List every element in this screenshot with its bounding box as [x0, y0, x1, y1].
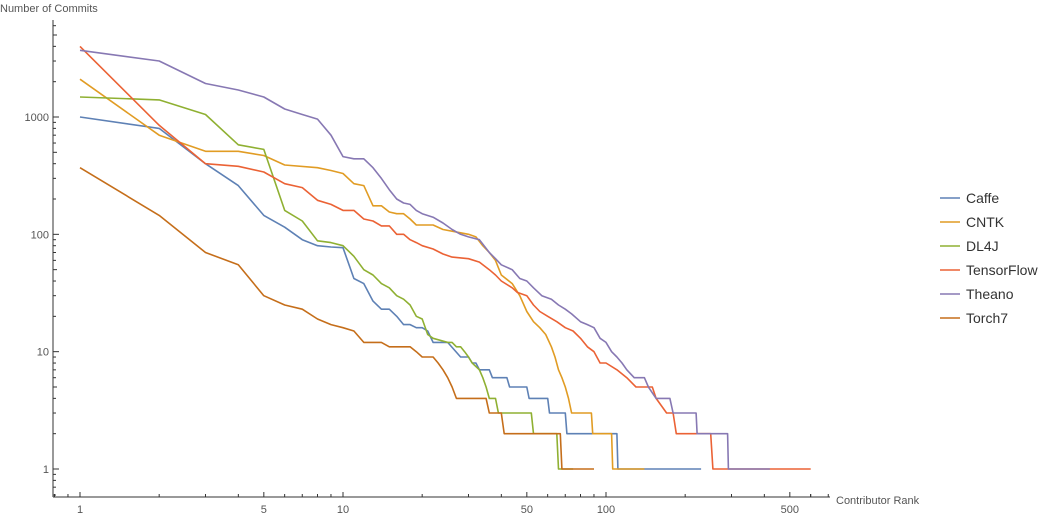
series-line-dl4j: [79, 96, 574, 470]
y-tick-label: 1: [43, 464, 49, 476]
y-tick-label: 10: [37, 347, 49, 359]
x-tick-label: 10: [337, 504, 349, 516]
x-tick-label: 1: [77, 504, 83, 516]
y-tick-label: 100: [31, 229, 49, 241]
legend-label: CNTK: [966, 214, 1005, 230]
x-tick-label: 500: [781, 504, 799, 516]
legend-label: Theano: [966, 286, 1014, 302]
series-line-tensorflow: [79, 45, 811, 470]
series-line-torch7: [79, 167, 594, 470]
legend-label: DL4J: [966, 238, 999, 254]
x-tick-label: 5: [261, 504, 267, 516]
series-line-theano: [79, 49, 770, 470]
plot-area: [79, 45, 811, 470]
series-line-caffe: [79, 116, 702, 470]
x-tick-label: 100: [597, 504, 615, 516]
axes: 1 5 10 50 100 500 1 10 100 1000: [25, 20, 830, 516]
x-axis-title: Contributor Rank: [836, 495, 920, 507]
legend-label: Torch7: [966, 310, 1008, 326]
series-line-cntk: [79, 78, 645, 470]
x-tick-label: 50: [521, 504, 533, 516]
legend-label: Caffe: [966, 190, 999, 206]
y-tick-label: 1000: [25, 112, 49, 124]
y-axis-title: Number of Commits: [0, 3, 98, 15]
legend: Caffe CNTK DL4J TensorFlow Theano Torch7: [940, 190, 1038, 326]
legend-label: TensorFlow: [966, 262, 1038, 278]
